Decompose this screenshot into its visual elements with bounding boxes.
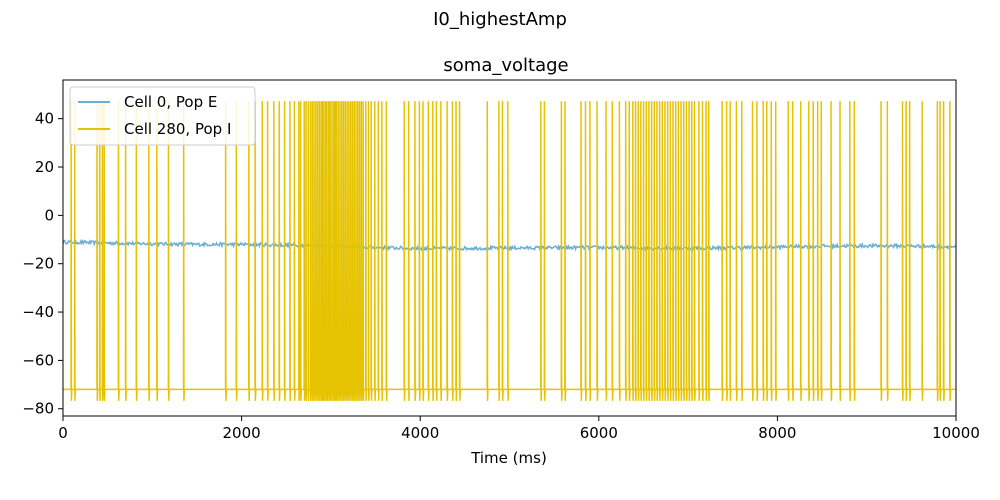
x-tick-label: 8000 — [758, 424, 796, 442]
y-tick-label: 40 — [35, 110, 54, 128]
x-axis: 0 2000 4000 6000 8000 10000 — [58, 416, 980, 442]
legend-box — [69, 86, 256, 146]
y-tick-label: −60 — [22, 351, 54, 369]
legend: Cell 0, Pop E Cell 280, Pop I — [69, 86, 256, 146]
x-axis-label: Time (ms) — [470, 449, 547, 467]
plot-area — [62, 101, 957, 402]
y-tick-label: 20 — [35, 158, 54, 176]
y-axis: −80 −60 −40 −20 0 20 40 — [22, 110, 63, 418]
chart-title: soma_voltage — [443, 55, 568, 76]
plot-frame — [62, 79, 957, 417]
x-tick-label: 6000 — [580, 424, 618, 442]
series-cell-280-pop-i-line — [63, 101, 956, 402]
x-tick-label: 10000 — [932, 424, 980, 442]
series-cell-0-pop-e-line — [62, 238, 957, 253]
legend-label: Cell 280, Pop I — [124, 120, 231, 138]
x-tick-label: 0 — [58, 424, 68, 442]
x-tick-label: 4000 — [401, 424, 439, 442]
y-tick-label: 0 — [44, 206, 54, 224]
y-tick-label: −80 — [22, 400, 54, 418]
x-tick-label: 2000 — [223, 424, 261, 442]
legend-label: Cell 0, Pop E — [124, 93, 217, 111]
y-tick-label: −20 — [22, 255, 54, 273]
y-tick-label: −40 — [22, 303, 54, 321]
figure-title: I0_highestAmp — [433, 9, 567, 30]
